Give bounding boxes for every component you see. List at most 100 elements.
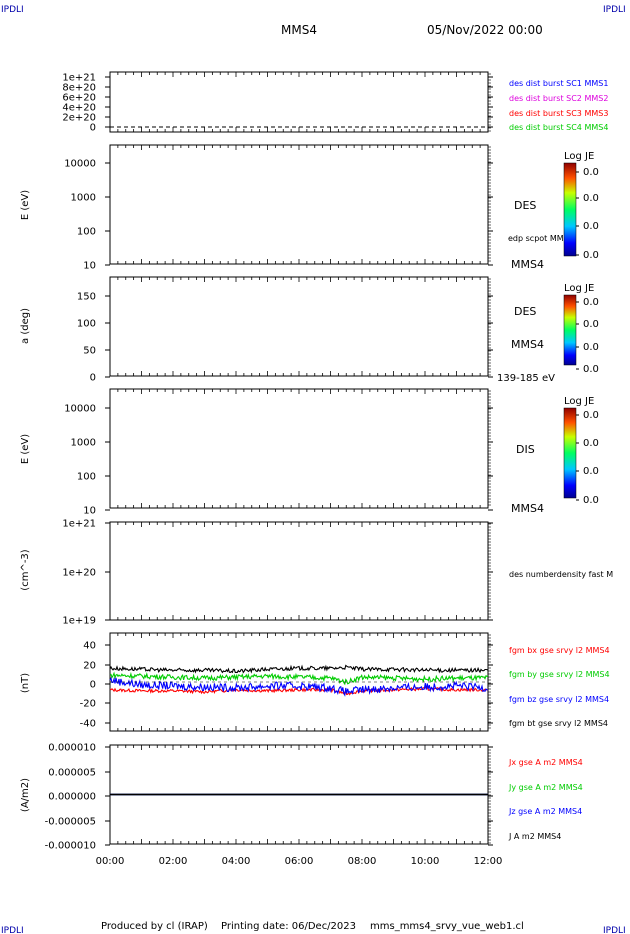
annotation-label: edp scpot MMS4 bbox=[508, 234, 574, 243]
y-tick-label: 1e+19 bbox=[62, 616, 96, 627]
y-tick-label: 8e+20 bbox=[62, 83, 96, 94]
y-tick-label: 1000 bbox=[71, 193, 96, 204]
series-line-3 bbox=[109, 664, 489, 674]
series-line-2 bbox=[109, 676, 489, 697]
colorbar-title: Log JE bbox=[564, 283, 594, 294]
y-tick-label: 100 bbox=[77, 319, 96, 330]
panel-frame bbox=[109, 388, 489, 509]
legend-entry: des numberdensity fast M bbox=[509, 570, 613, 579]
y-axis-label: (nT) bbox=[20, 673, 31, 693]
colorbar-tick-label: 0.0 bbox=[583, 342, 599, 353]
panel-dis-energy: 10000 1000 100 10 E (eV) DIS MMS4 Log JE 0.… bbox=[20, 388, 599, 517]
colorbar-tick-label: 0.0 bbox=[583, 364, 599, 375]
x-axis-ticks bbox=[109, 72, 489, 844]
legend-entry: fgm by gse srvy l2 MMS4 bbox=[509, 670, 610, 679]
corner-label-bottom-right: IPDLI bbox=[603, 926, 626, 934]
y-tick-label: 0.000010 bbox=[48, 743, 96, 754]
colorbar-tick-label: 0.0 bbox=[583, 410, 599, 421]
colorbar-tick-label: 0.0 bbox=[583, 167, 599, 178]
colorbar-title: Log JE bbox=[564, 396, 594, 407]
legend-entry: des dist burst SC4 MMS4 bbox=[509, 123, 608, 132]
instrument-label: DES bbox=[514, 199, 536, 212]
legend-entry: Jz gse A m2 MMS4 bbox=[508, 807, 582, 816]
x-tick-label: 06:00 bbox=[285, 856, 314, 867]
legend-entry: Jy gse A m2 MMS4 bbox=[508, 783, 583, 792]
panel-des-pitch: 150 100 50 0 a (deg) DES MMS4 139-185 eV Lo… bbox=[20, 276, 599, 384]
y-tick-label: 20 bbox=[83, 661, 96, 672]
colorbar-gradient bbox=[563, 407, 577, 499]
energy-range-label: 139-185 eV bbox=[497, 373, 555, 384]
y-axis-label: (cm^-3) bbox=[20, 549, 31, 590]
y-tick-label: 10 bbox=[83, 506, 96, 517]
legend: Jx gse A m2 MMS4 Jy gse A m2 MMS4 Jz gse A… bbox=[508, 758, 583, 841]
footer-produced-by: Produced by cl (IRAP) bbox=[101, 921, 208, 932]
y-tick-label: -0.000010 bbox=[45, 841, 96, 852]
panel-frame bbox=[109, 521, 489, 621]
y-tick-label: 1e+20 bbox=[62, 568, 96, 579]
colorbar-tick-label: 0.0 bbox=[583, 250, 599, 261]
y-tick-label: 0 bbox=[90, 373, 96, 384]
corner-label-top-right: IPDLI bbox=[603, 5, 626, 15]
x-tick-label: 08:00 bbox=[348, 856, 377, 867]
y-tick-label: 0.000000 bbox=[48, 792, 96, 803]
y-tick-label: 50 bbox=[83, 346, 96, 357]
x-tick-label: 02:00 bbox=[159, 856, 188, 867]
legend-entry: des dist burst SC3 MMS3 bbox=[509, 109, 608, 118]
y-tick-label: 4e+20 bbox=[62, 103, 96, 114]
y-tick-label: 6e+20 bbox=[62, 93, 96, 104]
y-tick-labels: 150 100 50 0 bbox=[77, 278, 493, 384]
panel-density: 1e+21 1e+20 1e+19 (cm^-3) des numberdensit… bbox=[20, 519, 613, 627]
colorbar-title: Log JE bbox=[564, 151, 594, 162]
y-tick-labels: 10000 1000 100 10 bbox=[64, 390, 493, 517]
panel-frame bbox=[109, 71, 489, 133]
colorbar-tick-label: 0.0 bbox=[583, 297, 599, 308]
y-tick-label: -40 bbox=[80, 719, 96, 730]
panel-des-energy: 10000 1000 100 10 E (eV) DES edp scpot MMS4… bbox=[20, 144, 599, 272]
y-axis-label: E (eV) bbox=[20, 434, 31, 464]
legend: fgm bx gse srvy l2 MMS4 fgm by gse srvy l… bbox=[509, 646, 610, 728]
sc-label: MMS4 bbox=[511, 338, 544, 351]
colorbar-tick-label: 0.0 bbox=[583, 495, 599, 506]
y-tick-label: 150 bbox=[77, 292, 96, 303]
legend-entry: des dist burst SC2 MMS2 bbox=[509, 94, 608, 103]
colorbar-tick-label: 0.0 bbox=[583, 466, 599, 477]
colorbar-ticks: 0.0 0.0 0.0 0.0 bbox=[576, 167, 599, 261]
y-tick-labels: 1e+21 1e+20 1e+19 bbox=[62, 519, 493, 627]
colorbar-tick-label: 0.0 bbox=[583, 319, 599, 330]
colorbar-tick-label: 0.0 bbox=[583, 438, 599, 449]
y-tick-label: -0.000005 bbox=[45, 817, 96, 828]
colorbar-gradient bbox=[563, 162, 577, 257]
panel-frame bbox=[109, 144, 489, 265]
y-tick-label: 10 bbox=[83, 261, 96, 272]
y-axis-label: a (deg) bbox=[20, 308, 31, 344]
y-tick-label: 10000 bbox=[64, 159, 96, 170]
corner-label-bottom-left: IPDLI bbox=[1, 926, 24, 934]
series-line-1 bbox=[109, 671, 489, 686]
x-tick-label: 04:00 bbox=[222, 856, 251, 867]
x-axis-tick-labels: 00:00 02:00 04:00 06:00 08:00 10:00 12:00 bbox=[96, 856, 503, 867]
colorbar-ticks: 0.0 0.0 0.0 0.0 bbox=[576, 410, 599, 506]
colorbar: Log JE 0.0 0.0 0.0 0.0 bbox=[563, 151, 599, 261]
panel-current: 0.000010 0.000005 0.000000 -0.000005 -0.0000… bbox=[20, 743, 583, 852]
plot-date: 05/Nov/2022 00:00 bbox=[427, 23, 543, 37]
legend: des dist burst SC1 MMS1 des dist burst SC… bbox=[509, 79, 608, 132]
legend-entry: J A m2 MMS4 bbox=[508, 832, 561, 841]
footer-filename: mms_mms4_srvy_vue_web1.cl bbox=[370, 921, 524, 932]
legend-entry: Jx gse A m2 MMS4 bbox=[508, 758, 583, 767]
instrument-label: DIS bbox=[516, 443, 535, 456]
y-tick-label: 0.000005 bbox=[48, 768, 96, 779]
corner-label-top-left: IPDLI bbox=[1, 5, 24, 15]
y-tick-label: 40 bbox=[83, 641, 96, 652]
panel-fgm: 40 20 0 -20 -40 (nT) fgm bx gse srvy l2 MMS4… bbox=[20, 632, 610, 732]
colorbar: Log JE 0.0 0.0 0.0 0.0 bbox=[563, 396, 599, 506]
sc-label: MMS4 bbox=[511, 502, 544, 515]
y-tick-labels: 10000 1000 100 10 bbox=[64, 146, 493, 272]
sc-label: MMS4 bbox=[511, 258, 544, 271]
panel-frame bbox=[109, 276, 489, 377]
y-tick-label: 0 bbox=[90, 123, 96, 134]
x-tick-label: 00:00 bbox=[96, 856, 125, 867]
y-axis-label: E (eV) bbox=[20, 190, 31, 220]
